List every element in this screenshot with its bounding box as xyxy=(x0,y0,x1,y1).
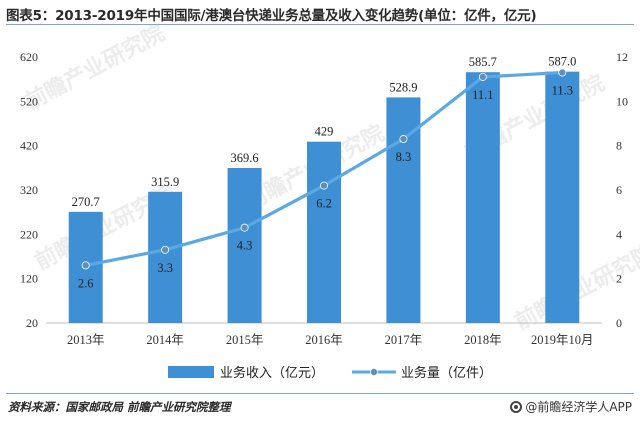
volume-point xyxy=(558,68,567,77)
volume-data-label: 4.3 xyxy=(237,239,253,253)
right-axis-tick-label: 10 xyxy=(616,94,628,108)
right-axis-tick-label: 2 xyxy=(616,272,622,286)
volume-data-label: 3.3 xyxy=(157,261,173,275)
revenue-data-label: 270.7 xyxy=(72,195,100,209)
x-axis-tick-label: 2018年 xyxy=(464,333,502,347)
volume-data-label: 6.2 xyxy=(316,197,332,211)
chart-svg: 前瞻产业研究院前瞻产业研究院前瞻产业研究院前瞻产业研究院前瞻产业研究院20120… xyxy=(20,20,640,381)
watermark-text: 前瞻产业研究院 xyxy=(21,20,169,115)
volume-data-label: 11.3 xyxy=(552,84,573,98)
revenue-data-label: 369.6 xyxy=(231,151,259,165)
revenue-data-label: 585.7 xyxy=(469,55,497,69)
legend-label-volume: 业务量（亿件） xyxy=(401,365,492,381)
x-axis-tick-label: 2017年 xyxy=(385,333,423,347)
volume-data-label: 11.1 xyxy=(472,88,493,102)
revenue-bar xyxy=(227,168,262,323)
legend-label-revenue: 业务收入（亿元） xyxy=(220,365,324,381)
revenue-bar xyxy=(148,191,183,323)
right-axis-tick-label: 0 xyxy=(616,316,622,330)
right-axis-tick-label: 8 xyxy=(616,139,622,153)
x-axis-tick-label: 2019年10月 xyxy=(531,333,594,347)
volume-point xyxy=(319,181,328,190)
revenue-bar xyxy=(465,72,500,324)
source-note: 资料来源：国家邮政局 前瞻产业研究院整理 xyxy=(8,400,231,414)
x-axis-tick-label: 2015年 xyxy=(226,333,264,347)
left-axis-tick-label: 120 xyxy=(20,272,38,286)
volume-point xyxy=(161,245,170,254)
left-axis-tick-label: 620 xyxy=(20,50,38,64)
revenue-data-label: 587.0 xyxy=(548,55,576,69)
x-axis-tick-label: 2013年 xyxy=(67,333,105,347)
x-axis-tick-label: 2016年 xyxy=(305,333,343,347)
volume-point xyxy=(81,261,90,270)
left-axis-tick-label: 520 xyxy=(20,94,38,108)
volume-data-label: 2.6 xyxy=(78,276,94,290)
revenue-bar xyxy=(307,141,341,323)
footer-divider xyxy=(6,393,634,394)
left-axis-tick-label: 420 xyxy=(20,139,38,153)
revenue-bar xyxy=(545,71,580,323)
right-axis-tick-label: 12 xyxy=(616,50,628,64)
brand-logo-icon xyxy=(510,400,523,413)
volume-data-label: 8.3 xyxy=(396,150,412,164)
revenue-data-label: 528.9 xyxy=(389,80,417,94)
left-axis-tick-label: 220 xyxy=(20,227,38,241)
left-axis-tick-label: 20 xyxy=(26,316,38,330)
volume-point xyxy=(478,72,487,81)
volume-point xyxy=(399,135,408,144)
chart-title: 图表5：2013-2019年中国国际/港澳台快递业务总量及收入变化趋势(单位：亿… xyxy=(6,8,537,24)
title-divider xyxy=(6,24,634,25)
left-axis-tick-label: 320 xyxy=(20,183,38,197)
right-axis-tick-label: 6 xyxy=(616,183,622,197)
x-axis-tick-label: 2014年 xyxy=(146,333,184,347)
legend-marker-volume xyxy=(369,367,378,376)
revenue-data-label: 315.9 xyxy=(151,175,179,189)
brand-label: @前瞻经济学人APP xyxy=(525,400,632,414)
revenue-data-label: 429 xyxy=(315,125,334,139)
revenue-bar xyxy=(386,97,421,323)
volume-point xyxy=(240,223,249,232)
right-axis-tick-label: 4 xyxy=(616,227,622,241)
brand-credit: @前瞻经济学人APP xyxy=(510,398,632,415)
legend-swatch-revenue xyxy=(168,366,214,378)
